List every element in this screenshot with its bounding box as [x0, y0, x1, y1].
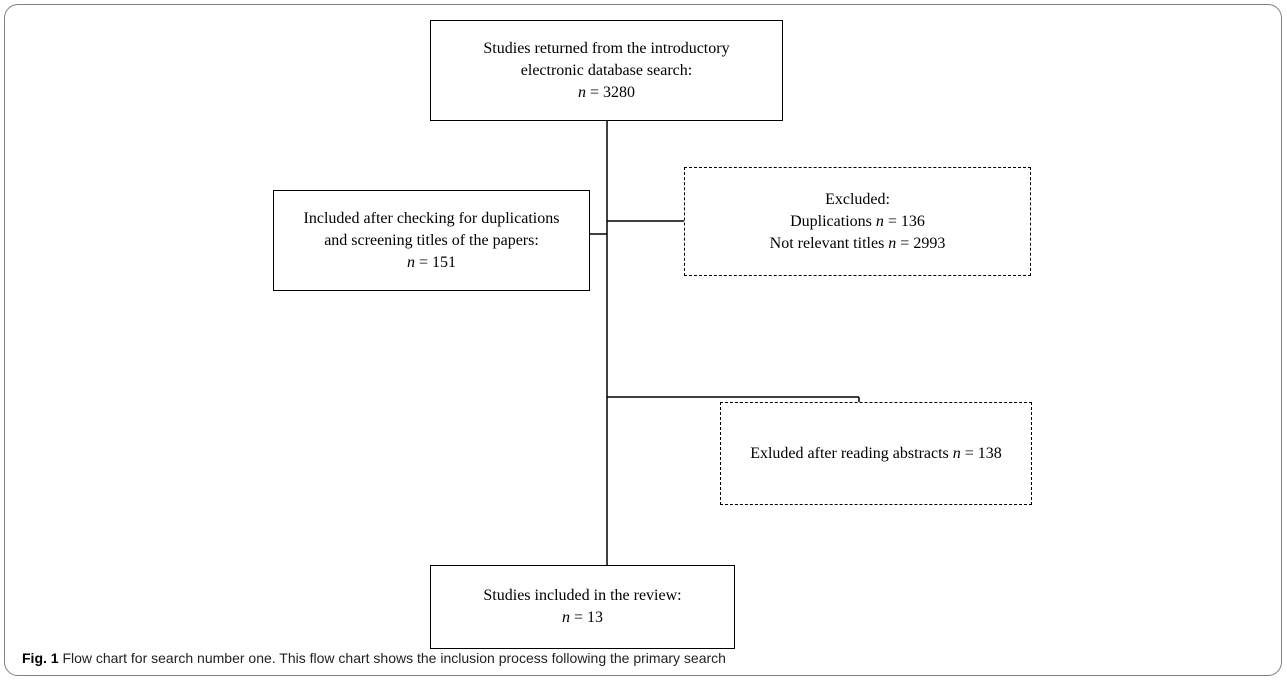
- figure-frame: [4, 4, 1282, 676]
- included-line-1: Included after checking for duplications: [303, 209, 560, 227]
- start-count-value: = 3280: [585, 83, 636, 101]
- start-count-symbol: n: [577, 83, 586, 101]
- excluded-second-label: Exluded after reading abstracts: [750, 444, 953, 462]
- excluded-first-box: Excluded: Duplications n = 136 Not relev…: [684, 167, 1031, 276]
- start-line-1: Studies returned from the introductory: [483, 39, 730, 57]
- final-count-value: = 13: [569, 609, 604, 626]
- final-box: Studies included in the review: n = 13: [430, 565, 735, 649]
- not-relevant-value: = 2993: [896, 234, 946, 252]
- final-count-symbol: n: [561, 609, 570, 626]
- duplications-value: = 136: [883, 212, 925, 230]
- duplications-count-symbol: n: [875, 212, 884, 230]
- included-line-2: and screening titles of the papers:: [324, 231, 539, 249]
- excluded-second-box: Exluded after reading abstracts n = 138: [720, 402, 1032, 505]
- excluded-not-relevant: Not relevant titles n = 2993: [770, 233, 946, 255]
- included-count-symbol: n: [406, 253, 415, 271]
- not-relevant-label: Not relevant titles: [769, 234, 889, 252]
- not-relevant-count-symbol: n: [888, 234, 897, 252]
- start-box: Studies returned from the introductory e…: [430, 20, 783, 121]
- caption-text: Flow chart for search number one. This f…: [58, 650, 726, 666]
- included-count-value: = 151: [414, 253, 457, 271]
- start-line-2: electronic database search:: [520, 61, 693, 79]
- excluded-second-count-symbol: n: [952, 444, 961, 462]
- figure-caption: Fig. 1 Flow chart for search number one.…: [22, 648, 726, 668]
- excluded-second-line: Exluded after reading abstracts n = 138: [750, 443, 1002, 465]
- final-count: n = 13: [562, 607, 603, 629]
- duplications-label: Duplications: [790, 212, 876, 230]
- final-line-1: Studies included in the review:: [483, 587, 682, 604]
- caption-label: Fig. 1: [22, 650, 59, 666]
- included-box: Included after checking for duplications…: [273, 190, 590, 291]
- included-count: n = 151: [407, 252, 456, 274]
- excluded-first-heading: Excluded:: [825, 190, 890, 208]
- excluded-second-value: = 138: [960, 444, 1002, 462]
- start-count: n = 3280: [578, 82, 635, 104]
- excluded-duplications: Duplications n = 136: [790, 211, 925, 233]
